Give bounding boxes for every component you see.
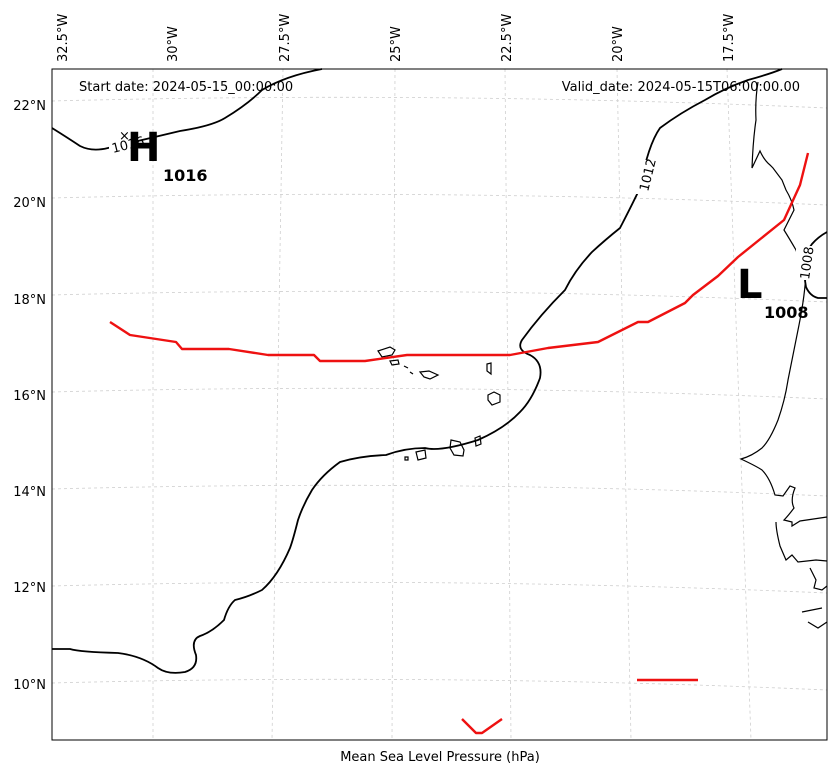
lat-label: 14°N bbox=[13, 485, 46, 500]
parallel-line bbox=[51, 96, 828, 109]
main-track bbox=[109, 152, 810, 363]
parallel-line bbox=[51, 678, 828, 691]
isobar-1012 bbox=[52, 68, 783, 674]
longitude-labels: 32.5°W 30°W 27.5°W 25°W 22.5°W 20°W 17.5… bbox=[56, 14, 737, 62]
isobars bbox=[51, 68, 828, 674]
parallel-line bbox=[51, 484, 828, 497]
high-center-marker: × bbox=[119, 129, 130, 144]
parallel-line bbox=[51, 193, 828, 206]
graticule bbox=[51, 68, 828, 741]
island bbox=[418, 370, 440, 380]
parallel-line bbox=[51, 290, 828, 303]
storm-tracks bbox=[109, 152, 810, 735]
high-pressure-value: 1016 bbox=[163, 166, 208, 185]
map-frame bbox=[51, 68, 828, 741]
contour-label-bg bbox=[796, 246, 812, 280]
lon-label: 20°W bbox=[611, 26, 626, 62]
contour-label-1008: 1008 bbox=[798, 246, 817, 281]
parallel-line bbox=[51, 581, 828, 594]
lon-label: 30°W bbox=[166, 26, 181, 62]
coastline bbox=[377, 81, 828, 629]
island bbox=[389, 359, 400, 366]
latitude-labels: 22°N 20°N 18°N 16°N 14°N 12°N 10°N bbox=[13, 99, 46, 693]
start-date-label: Start date: 2024-05-15_00:00:00 bbox=[79, 80, 293, 95]
lat-label: 20°N bbox=[13, 196, 46, 211]
island bbox=[449, 439, 465, 457]
lon-label: 27.5°W bbox=[278, 14, 293, 62]
lat-label: 16°N bbox=[13, 389, 46, 404]
africa-coast bbox=[739, 81, 828, 629]
island bbox=[415, 449, 427, 461]
lon-label: 22.5°W bbox=[500, 14, 515, 62]
meridian-line bbox=[391, 68, 396, 741]
meridian-line bbox=[726, 68, 752, 741]
low-pressure-value: 1008 bbox=[764, 303, 809, 322]
contour-label-bg bbox=[109, 136, 137, 151]
lon-label: 25°W bbox=[389, 26, 404, 62]
contour-label-bg bbox=[632, 160, 654, 194]
track-segment bbox=[461, 718, 503, 735]
island bbox=[474, 435, 482, 447]
map-footer-label: Mean Sea Level Pressure (hPa) bbox=[340, 750, 540, 765]
lon-label: 17.5°W bbox=[722, 14, 737, 62]
island bbox=[377, 346, 396, 358]
meridian-line bbox=[504, 68, 512, 741]
isobar-1016-north bbox=[51, 68, 323, 151]
lon-label: 32.5°W bbox=[56, 14, 71, 62]
lat-label: 12°N bbox=[13, 581, 46, 596]
island bbox=[486, 362, 492, 376]
island bbox=[404, 456, 409, 461]
low-pressure-symbol: L bbox=[737, 262, 763, 308]
island bbox=[487, 391, 501, 406]
high-pressure-symbol: H bbox=[127, 125, 160, 171]
lat-label: 18°N bbox=[13, 293, 46, 308]
meridian-line bbox=[616, 68, 632, 741]
meridian-line bbox=[271, 68, 284, 741]
island bbox=[403, 365, 414, 375]
parallel-line bbox=[51, 387, 828, 400]
valid-date-label: Valid_date: 2024-05-15T06:00:00.00 bbox=[562, 80, 800, 95]
lat-label: 22°N bbox=[13, 99, 46, 114]
lat-label: 10°N bbox=[13, 678, 46, 693]
